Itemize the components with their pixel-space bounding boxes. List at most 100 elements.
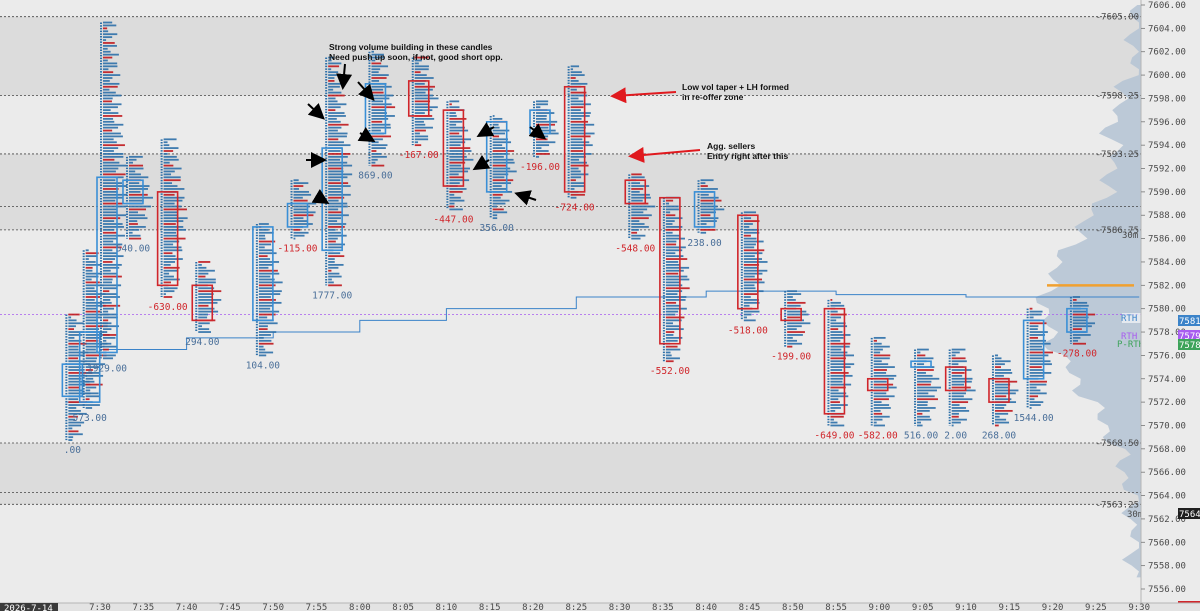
volume-bar-21-16 — [873, 383, 894, 386]
volume-bar-14-44 — [570, 193, 585, 196]
volume-bar-20-16 — [830, 345, 850, 348]
volume-bar-6-11 — [258, 255, 268, 258]
y-tick-label-25: 7556.00 — [1148, 585, 1186, 595]
volume-bar-21-2 — [873, 342, 882, 345]
volume-bar-26-13 — [1072, 334, 1091, 336]
volume-bar-22-14 — [917, 389, 937, 392]
volume-bar-8-52 — [328, 208, 339, 211]
volume-bar-0-2 — [68, 319, 77, 322]
volume-bar-20-0 — [830, 299, 833, 301]
volume-bar-9-22 — [371, 115, 395, 117]
volume-bar-1-51 — [85, 398, 90, 401]
volume-bar-2-82 — [103, 261, 113, 263]
volume-bar-20-11 — [830, 331, 843, 333]
volume-bar-18-13 — [743, 249, 765, 252]
volume-bar-6-36 — [258, 328, 268, 331]
volume-bar-7-13 — [293, 217, 304, 220]
volume-bar-25-14 — [1029, 348, 1044, 351]
volume-bar-2-33 — [103, 117, 114, 120]
volume-bar-24-19 — [994, 409, 1013, 412]
volume-bar-16-49 — [665, 339, 678, 342]
volume-bar-1-38 — [85, 360, 97, 363]
time-axis[interactable] — [0, 603, 1200, 611]
volume-bar-3-23 — [128, 223, 138, 225]
volume-bar-18-12 — [743, 246, 755, 249]
volume-bar-8-4 — [328, 68, 332, 71]
volume-bar-8-41 — [328, 176, 348, 179]
volume-bar-2-62 — [103, 202, 123, 205]
volume-bar-20-2 — [830, 304, 845, 307]
volume-bar-16-55 — [665, 357, 680, 360]
volume-bar-0-42 — [68, 436, 74, 439]
volume-bar-12-8 — [492, 138, 508, 141]
volume-bar-6-37 — [258, 331, 277, 333]
volume-bar-7-1 — [293, 182, 309, 185]
volume-bar-4-0 — [163, 138, 177, 141]
volume-bar-23-19 — [951, 404, 960, 406]
volume-bar-3-5 — [128, 170, 136, 173]
volume-bar-11-6 — [449, 117, 467, 120]
delta-label-9: 869.00 — [358, 171, 393, 182]
volume-bar-14-35 — [570, 167, 579, 170]
volume-bar-16-39 — [665, 310, 679, 313]
volume-bar-10-23 — [414, 123, 426, 126]
volume-bar-2-73 — [103, 234, 125, 237]
volume-bar-13-19 — [536, 155, 540, 158]
volume-bar-3-21 — [128, 217, 148, 220]
volume-bar-4-54 — [163, 296, 173, 298]
x-tick-label-24: 9:30 — [1128, 603, 1150, 611]
delta-label-15: -548.00 — [615, 244, 655, 255]
volume-bar-24-14 — [994, 395, 1007, 398]
volume-bar-2-21 — [103, 82, 120, 85]
volume-bar-6-42 — [258, 345, 264, 348]
level-label-0: -7605.00 — [1096, 13, 1139, 23]
volume-bar-24-7 — [994, 374, 1004, 377]
volume-bar-10-2 — [414, 62, 419, 65]
volume-bar-10-9 — [414, 82, 425, 85]
volume-bar-19-2 — [787, 296, 793, 298]
volume-bar-8-26 — [328, 132, 348, 135]
volume-bar-21-27 — [873, 415, 890, 418]
volume-bar-8-40 — [328, 173, 353, 176]
volume-bar-2-28 — [103, 103, 122, 106]
delta-label-17: 238.00 — [687, 238, 722, 249]
volume-bar-16-9 — [665, 223, 673, 225]
volume-bar-17-2 — [700, 185, 708, 187]
volume-bar-14-6 — [570, 82, 588, 85]
y-tick-label-8: 7590.00 — [1148, 188, 1186, 198]
volume-bar-24-6 — [994, 372, 1013, 374]
volume-bar-20-4 — [830, 310, 838, 313]
volume-bar-12-20 — [492, 173, 509, 176]
volume-bar-5-5 — [198, 275, 206, 278]
volume-bar-9-30 — [371, 138, 383, 141]
volume-bar-5-9 — [198, 287, 215, 290]
volume-bar-18-4 — [743, 223, 753, 225]
volume-bar-12-15 — [492, 158, 514, 161]
volume-bar-9-20 — [371, 109, 386, 112]
volume-bar-22-13 — [917, 386, 942, 389]
x-tick-label-17: 8:55 — [825, 603, 847, 611]
y-tick-label-19: 7568.00 — [1148, 445, 1186, 455]
volume-bar-2-20 — [103, 80, 110, 82]
volume-bar-8-20 — [328, 115, 346, 117]
volume-bar-3-9 — [128, 182, 140, 185]
volume-bar-18-10 — [743, 240, 764, 243]
price-axis[interactable] — [1141, 0, 1200, 603]
volume-bar-16-46 — [665, 331, 675, 333]
x-tick-label-23: 9:25 — [1085, 603, 1107, 611]
volume-bar-21-1 — [873, 339, 878, 342]
volume-bar-11-22 — [449, 164, 462, 167]
footprint-candle-8 — [321, 56, 353, 287]
volume-bar-20-13 — [830, 336, 844, 339]
volume-bar-20-28 — [830, 380, 843, 383]
volume-bar-2-107 — [103, 334, 117, 336]
volume-bar-2-99 — [103, 310, 109, 313]
volume-bar-2-92 — [103, 290, 110, 293]
volume-bar-9-33 — [371, 147, 386, 149]
volume-bar-12-25 — [492, 188, 507, 190]
volume-bar-18-37 — [743, 319, 756, 322]
volume-bar-16-44 — [665, 325, 680, 328]
volume-bar-12-23 — [492, 182, 512, 185]
volume-bar-4-26 — [163, 214, 179, 217]
